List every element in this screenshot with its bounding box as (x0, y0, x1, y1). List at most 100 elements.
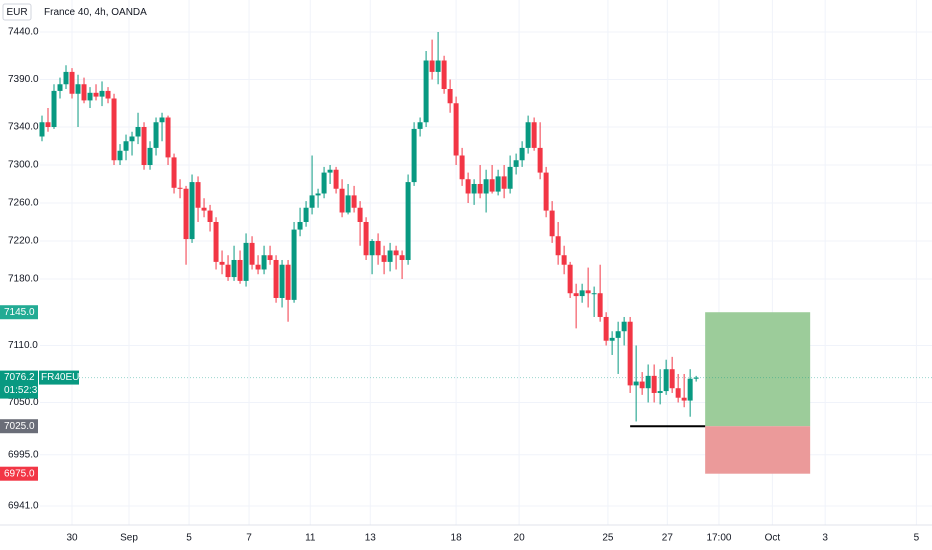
candle-body (549, 210, 555, 237)
x-tick-label: 11 (305, 533, 316, 544)
y-tick-label: 7440.0 (8, 27, 39, 38)
candle-body (525, 122, 531, 148)
candle-body (171, 157, 177, 188)
candle-body (561, 255, 567, 265)
candle-body (411, 128, 417, 183)
stop-label: 6975.0 (4, 468, 35, 479)
candle-body (117, 150, 123, 161)
candle-body (333, 169, 339, 189)
candle-body (357, 207, 363, 222)
candle-body (63, 71, 69, 85)
x-tick-label: 25 (602, 533, 614, 544)
current-price-bg (0, 370, 38, 399)
countdown: 01:52:31 (4, 385, 43, 396)
candle-body (303, 207, 309, 222)
grid (40, 0, 932, 525)
candle-body (441, 60, 447, 90)
candle-body (273, 259, 279, 298)
candle-body (351, 195, 357, 208)
candle-body (645, 375, 651, 389)
candle-body (279, 264, 285, 298)
candle-body (423, 60, 429, 123)
candle-body (345, 195, 351, 213)
candle-body (609, 337, 615, 341)
candle-body (429, 60, 435, 72)
candle-body (123, 141, 129, 151)
candle-body (687, 378, 693, 401)
candle-body (207, 210, 213, 222)
candle-body (639, 381, 645, 389)
candle-body (75, 84, 81, 94)
y-tick-label: 7300.0 (8, 160, 39, 171)
symbol-label: FR40EUR (41, 372, 87, 383)
candle-body (657, 391, 663, 393)
candle-body (621, 321, 627, 332)
candle-body (201, 207, 207, 211)
candle-body (417, 122, 423, 129)
current-price-label: 7076.2 (4, 372, 35, 383)
y-tick-label: 7340.0 (8, 122, 39, 133)
candle-body (99, 90, 105, 97)
candle-body (597, 293, 603, 317)
candle-body (459, 155, 465, 180)
candle-body (297, 221, 303, 230)
candle-body (225, 264, 231, 278)
plot (39, 32, 932, 474)
candle-body (369, 240, 375, 256)
candle-body (177, 187, 183, 189)
candle-body (93, 92, 99, 97)
candle-body (45, 122, 51, 127)
y-tick-label: 7390.0 (8, 74, 39, 85)
candle-body (111, 98, 117, 161)
candle-body (57, 84, 63, 91)
candle-body (435, 60, 441, 72)
x-tick-label: 20 (514, 533, 526, 544)
candle-body (567, 264, 573, 294)
candle-body (243, 242, 249, 281)
candle-body (477, 183, 483, 194)
y-tick-label: 7180.0 (8, 274, 39, 285)
candle-body (393, 250, 399, 256)
stop-label-bg (0, 466, 38, 481)
candle-body (447, 89, 453, 104)
candle-body (633, 381, 639, 386)
candle-body (339, 188, 345, 213)
candle-body (519, 147, 525, 161)
x-tick-label: Oct (765, 533, 781, 544)
candle-body (651, 375, 657, 393)
y-tick-label: 7220.0 (8, 236, 39, 247)
candle-body (213, 221, 219, 262)
candle-body (555, 236, 561, 256)
x-tick-label: 18 (451, 533, 463, 544)
candle-body (537, 147, 543, 173)
candle-body (291, 229, 297, 300)
candle-body (219, 261, 225, 265)
candle-body (591, 293, 597, 295)
y-tick-label: 6995.0 (8, 449, 39, 460)
candle-body (129, 136, 135, 142)
candle-body (81, 84, 87, 101)
candle-body (663, 369, 669, 392)
candle-body (309, 195, 315, 208)
currency-box[interactable] (2, 3, 32, 21)
x-tick-label: 17:00 (706, 533, 731, 544)
candle-body (147, 147, 153, 165)
candle-body (501, 176, 507, 189)
candle-body (285, 264, 291, 300)
x-tick-label: 5 (914, 533, 920, 544)
x-tick-label: Sep (120, 533, 138, 544)
candle-body (543, 172, 549, 211)
candle-body (141, 126, 147, 165)
candle-body (231, 259, 237, 278)
candle-body (675, 388, 681, 398)
candle-body (573, 293, 579, 297)
candle-body (693, 377, 699, 379)
candle-body (471, 183, 477, 194)
candle-body (159, 117, 165, 123)
candle-body (261, 255, 267, 270)
target-label-bg (0, 305, 38, 320)
x-tick-label: 3 (822, 533, 828, 544)
candle-body (627, 321, 633, 386)
